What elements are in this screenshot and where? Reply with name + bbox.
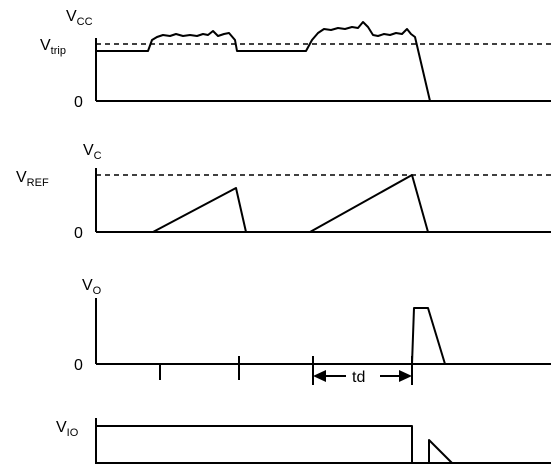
vcc-label: VCC [66,8,93,28]
td-arrow-right-head [399,370,412,382]
vcc-waveform [96,21,431,102]
vc-ramp-2 [309,174,429,233]
vcc-panel: VCC Vtrip 0 [40,8,551,111]
vref-label: VREF [16,169,49,189]
vc-zero-label: 0 [74,225,83,242]
vo-label: VO [82,277,102,297]
td-arrow: td [313,369,412,386]
vc-ramp-1 [152,187,247,233]
vio-ramp [428,439,453,464]
vo-zero-label: 0 [74,357,83,374]
vo-pulse [411,307,446,365]
vo-panel: td VO 0 [74,277,551,386]
vio-panel: VIO [56,418,551,464]
td-arrow-left-head [313,370,326,382]
vc-label: VC [83,142,102,162]
vc-panel: VC VREF 0 [16,142,551,242]
vio-waveform [96,425,413,463]
vtrip-label: Vtrip [40,37,66,57]
vio-label: VIO [56,419,79,439]
td-label: td [352,369,365,386]
vcc-zero-label: 0 [74,94,83,111]
